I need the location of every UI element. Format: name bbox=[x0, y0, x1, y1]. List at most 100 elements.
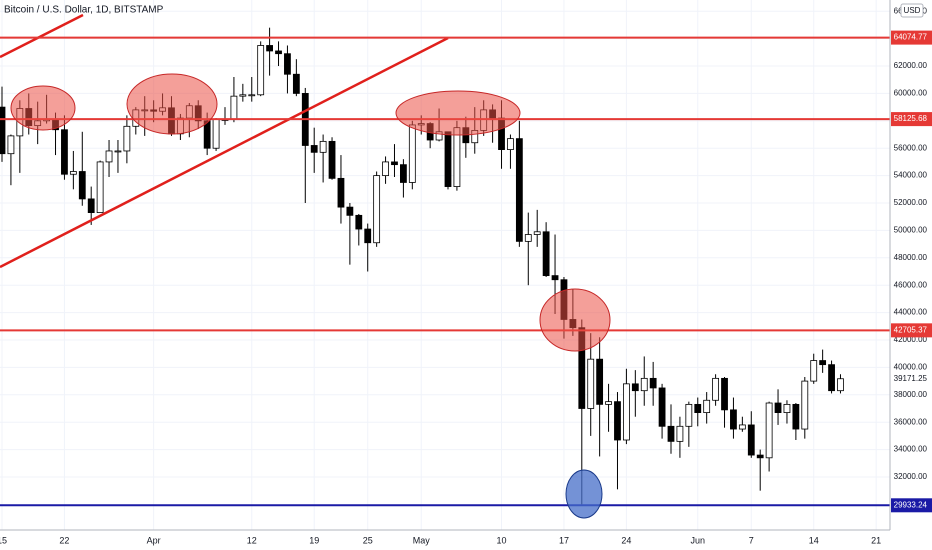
candle-body bbox=[69, 171, 77, 175]
y-tick-label: 36000.00 bbox=[894, 417, 928, 426]
highlight bbox=[126, 73, 218, 135]
candle-body bbox=[275, 50, 282, 55]
candle-body bbox=[747, 424, 755, 456]
x-tick-label: 25 bbox=[363, 535, 373, 545]
last-price-tag bbox=[891, 371, 932, 386]
currency-badge[interactable] bbox=[900, 3, 924, 18]
candle-body bbox=[596, 358, 604, 405]
candle-body bbox=[355, 214, 363, 230]
trend-line bbox=[0, 13, 84, 59]
candle-body bbox=[828, 364, 835, 392]
candle-body bbox=[712, 377, 719, 401]
candle-body bbox=[837, 378, 844, 392]
highlight bbox=[10, 85, 76, 131]
candle-body bbox=[623, 383, 630, 441]
candle-body bbox=[685, 403, 693, 427]
y-tick-label: 42000.00 bbox=[894, 335, 928, 344]
candle-body bbox=[105, 150, 113, 163]
candle-body bbox=[239, 94, 247, 97]
candle-body bbox=[444, 131, 452, 187]
candle-body bbox=[248, 94, 256, 97]
candle-body bbox=[524, 234, 532, 242]
currency[interactable]: USD bbox=[904, 6, 921, 15]
y-tick-label: 38000.00 bbox=[894, 390, 928, 399]
candle-body bbox=[123, 125, 131, 152]
price-axis bbox=[890, 0, 932, 550]
candle-body bbox=[230, 95, 238, 120]
level-label: 58125.68 bbox=[894, 114, 928, 123]
y-tick-label: 60000.00 bbox=[894, 89, 928, 98]
x-tick-label: 12 bbox=[247, 535, 257, 545]
candle-body bbox=[792, 403, 800, 430]
y-tick-label: 32000.00 bbox=[894, 472, 928, 481]
candle-body bbox=[783, 403, 791, 414]
x-tick-label: 21 bbox=[871, 535, 881, 545]
candle-body bbox=[61, 129, 68, 175]
x-tick-label: 14 bbox=[809, 535, 819, 545]
x-tick-label: 15 bbox=[0, 535, 7, 545]
candle-body bbox=[721, 377, 728, 411]
candle-body bbox=[346, 206, 354, 216]
candle-body bbox=[257, 45, 265, 96]
level-tag bbox=[891, 112, 932, 127]
y-tick-label: 54000.00 bbox=[894, 171, 928, 180]
candle-body bbox=[819, 360, 827, 366]
candle-body bbox=[631, 383, 639, 392]
candle-body bbox=[551, 275, 559, 281]
candle-body bbox=[658, 387, 666, 427]
level-label: 42705.37 bbox=[894, 325, 928, 334]
x-tick-label: Jun bbox=[691, 535, 706, 545]
candle-body bbox=[114, 150, 122, 153]
candle-body bbox=[533, 231, 541, 235]
candle-body bbox=[373, 175, 381, 244]
candle-body bbox=[676, 425, 684, 442]
candle-body bbox=[515, 138, 523, 242]
highlight bbox=[395, 90, 521, 136]
candle-body bbox=[507, 138, 514, 150]
candle-body bbox=[649, 377, 657, 389]
y-tick-label: 48000.00 bbox=[894, 253, 928, 262]
candle-body bbox=[774, 402, 782, 414]
candle-body bbox=[605, 401, 612, 405]
level-tag bbox=[891, 498, 932, 513]
candle-body bbox=[337, 177, 345, 208]
candle-body bbox=[810, 360, 818, 382]
candle-body bbox=[738, 424, 746, 430]
y-tick-label: 50000.00 bbox=[894, 226, 928, 235]
x-tick-label: 24 bbox=[621, 535, 631, 545]
candle-body bbox=[587, 358, 595, 409]
x-tick-label: Apr bbox=[147, 535, 161, 545]
highlights bbox=[10, 73, 611, 519]
trend-line bbox=[0, 36, 449, 269]
price-tags: 64074.77 58125.68 42705.37 29933.24 39171.25 bbox=[891, 30, 932, 513]
x-tick-label: 17 bbox=[559, 535, 569, 545]
y-tick-label: 52000.00 bbox=[894, 198, 928, 207]
x-tick-label: 19 bbox=[309, 535, 319, 545]
candle-body bbox=[78, 171, 86, 200]
candle-body bbox=[310, 145, 318, 153]
candle-body bbox=[542, 231, 550, 277]
candle-body bbox=[756, 454, 764, 459]
candle-body bbox=[266, 45, 274, 52]
candle-body bbox=[694, 403, 702, 414]
candle-body bbox=[399, 164, 407, 183]
y-tick-label: 62000.00 bbox=[894, 61, 928, 70]
time-axis bbox=[0, 530, 890, 550]
candle-body bbox=[453, 127, 461, 187]
x-tick-label: 7 bbox=[749, 535, 754, 545]
candle-body bbox=[801, 380, 809, 430]
candle-body bbox=[730, 409, 737, 430]
level-tag bbox=[891, 323, 932, 338]
candle-body bbox=[87, 198, 95, 214]
candle-body bbox=[667, 425, 675, 442]
candle-body bbox=[391, 161, 398, 166]
candle-body bbox=[96, 161, 104, 214]
level-label: 64074.77 bbox=[894, 33, 928, 42]
candle-body bbox=[364, 228, 372, 244]
candle-body bbox=[212, 119, 220, 149]
candle-body bbox=[7, 135, 15, 155]
candle-body bbox=[408, 124, 416, 183]
y-tick-label: 34000.00 bbox=[894, 445, 928, 454]
candle-body bbox=[292, 73, 300, 94]
